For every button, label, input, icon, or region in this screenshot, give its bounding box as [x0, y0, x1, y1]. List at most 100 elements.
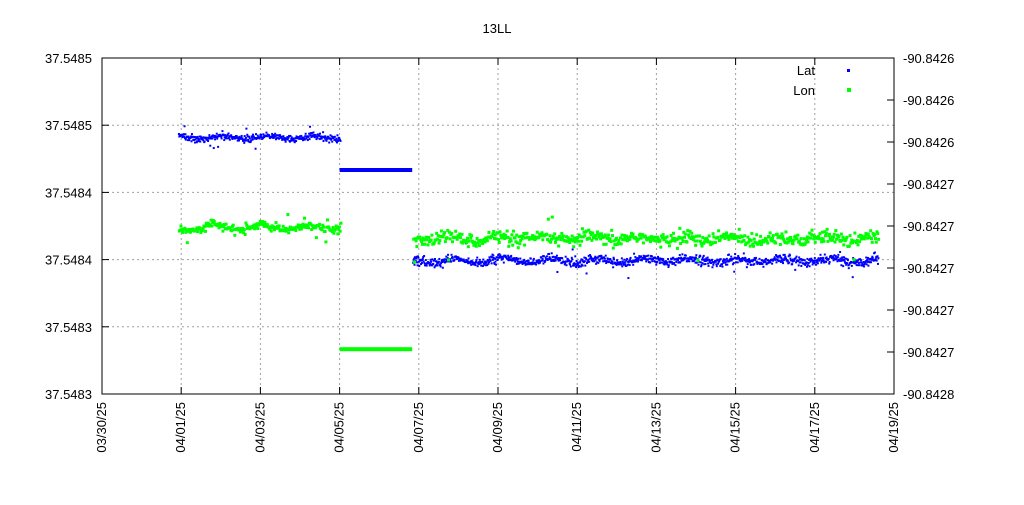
data-point: [196, 227, 200, 231]
data-point: [286, 213, 290, 217]
data-point: [709, 259, 712, 262]
data-point: [330, 230, 334, 234]
data-point: [198, 138, 201, 141]
data-point: [549, 240, 553, 244]
data-point: [834, 258, 837, 261]
data-point: [413, 237, 417, 241]
data-point: [484, 260, 487, 263]
data-point: [272, 136, 275, 139]
data-point: [699, 241, 703, 245]
data-point: [498, 253, 501, 256]
data-point: [662, 238, 666, 242]
data-point: [716, 259, 719, 262]
data-point: [811, 263, 814, 266]
data-point: [736, 239, 740, 243]
data-point: [213, 136, 216, 139]
data-point: [426, 243, 430, 247]
data-point: [557, 244, 561, 248]
data-point: [593, 236, 597, 240]
data-point: [768, 231, 772, 235]
data-point: [315, 138, 318, 141]
data-point: [632, 263, 635, 266]
data-point: [429, 262, 432, 265]
data-point: [466, 259, 469, 262]
data-point: [534, 261, 537, 264]
data-point: [713, 240, 717, 244]
data-point: [681, 239, 685, 243]
data-point: [773, 256, 776, 259]
data-point: [646, 258, 649, 261]
data-point: [657, 257, 660, 260]
data-point: [482, 258, 485, 261]
data-point: [185, 241, 189, 245]
data-point: [427, 235, 431, 239]
data-point: [208, 136, 211, 139]
data-point: [678, 226, 682, 230]
data-point: [553, 232, 557, 236]
data-point: [792, 238, 796, 242]
data-point: [706, 259, 709, 262]
data-point: [435, 264, 438, 267]
data-point: [837, 253, 840, 256]
data-point: [835, 258, 838, 261]
data-point: [579, 235, 583, 239]
data-point: [458, 236, 462, 240]
data-point: [536, 259, 539, 262]
data-point: [524, 262, 527, 265]
data-point: [242, 231, 246, 235]
data-point: [441, 261, 444, 264]
data-point: [783, 257, 786, 260]
data-point: [295, 135, 298, 138]
data-point: [592, 257, 595, 260]
data-point: [781, 260, 784, 263]
data-point: [339, 221, 343, 225]
data-point: [484, 264, 487, 267]
data-point: [634, 237, 638, 241]
data-point: [254, 147, 257, 150]
data-point: [268, 227, 272, 231]
data-point: [233, 136, 236, 139]
data-point: [759, 243, 763, 247]
data-point: [505, 229, 509, 233]
data-point: [503, 236, 507, 240]
data-point: [852, 257, 855, 260]
data-point: [442, 233, 446, 237]
data-point: [665, 235, 669, 239]
data-point: [265, 224, 269, 228]
data-point: [481, 260, 484, 263]
data-point: [183, 226, 187, 230]
data-point: [707, 262, 710, 265]
data-point: [596, 261, 599, 264]
data-point: [253, 223, 257, 227]
data-point: [627, 261, 630, 264]
data-point: [190, 135, 193, 138]
data-point: [210, 224, 214, 228]
data-point: [244, 136, 247, 139]
data-point: [803, 262, 806, 265]
data-point: [583, 260, 586, 263]
data-point: [309, 222, 313, 226]
data-point: [459, 259, 462, 262]
data-point: [331, 225, 335, 229]
data-point: [196, 135, 199, 138]
data-point: [707, 234, 711, 238]
data-point: [838, 259, 841, 262]
data-point: [440, 259, 443, 262]
data-point: [197, 140, 200, 143]
data-point: [215, 135, 218, 138]
data-point: [240, 229, 244, 233]
data-point: [853, 231, 857, 235]
data-point: [700, 244, 704, 248]
data-point: [645, 238, 649, 242]
data-point: [416, 261, 419, 264]
data-point: [740, 258, 743, 261]
data-point: [483, 263, 486, 266]
data-point: [659, 257, 662, 260]
data-point: [642, 254, 645, 257]
data-point: [309, 132, 312, 135]
data-point: [573, 262, 576, 265]
data-point: [521, 261, 524, 264]
data-point: [647, 254, 650, 257]
data-point: [306, 226, 310, 230]
data-point: [543, 261, 546, 264]
